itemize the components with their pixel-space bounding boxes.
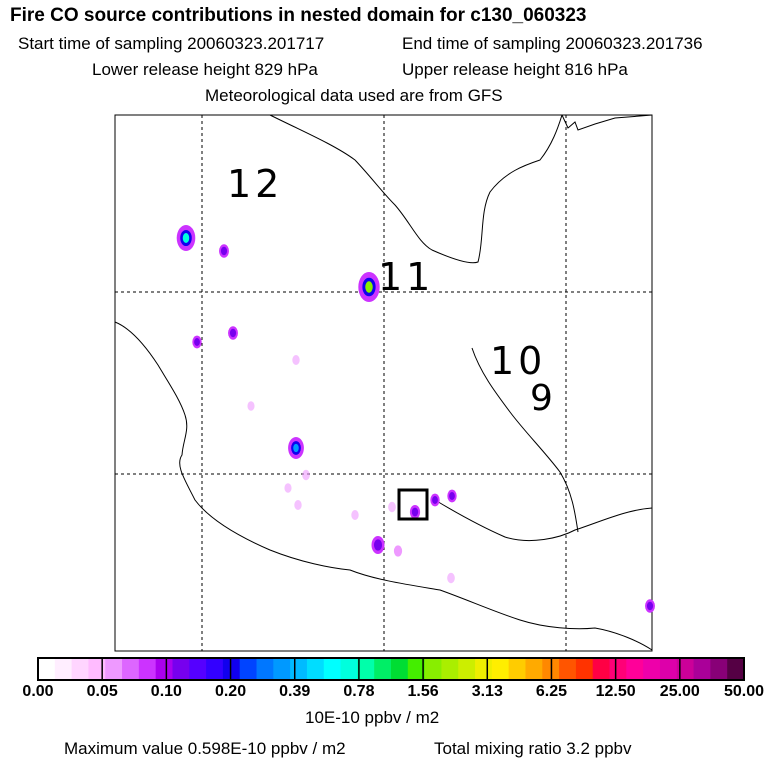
zone-label-10: 10: [490, 339, 546, 383]
hotspot-core: [220, 246, 228, 256]
colorbar-tick-label: 0.05: [86, 683, 118, 700]
colorbar-cell: [105, 658, 123, 680]
hotspot: [247, 401, 255, 411]
colorbar-tick-label: 1.56: [407, 683, 439, 700]
colorbar-cell: [273, 658, 291, 680]
colorbar-cell: [239, 658, 258, 680]
hotspot-core: [646, 601, 654, 611]
colorbar-tick-label: 0.78: [343, 683, 375, 700]
colorbar-cell: [357, 658, 375, 680]
colorbar-cell: [676, 658, 695, 680]
hotspot: [292, 355, 300, 365]
colorbar-cell: [475, 658, 493, 680]
hotspot-core: [229, 328, 237, 338]
coastline: [114, 114, 653, 651]
colorbar-cell: [88, 658, 106, 680]
colorbar-cell: [626, 658, 644, 680]
colorbar-cell: [508, 658, 527, 680]
hotspot-core: [411, 507, 419, 517]
hotspot: [284, 483, 292, 493]
zone-label-12: 12: [227, 162, 283, 206]
met-data-label: Meteorological data used are from GFS: [205, 86, 503, 105]
hotspot-core: [373, 539, 383, 551]
hotspot-layer: [176, 225, 655, 613]
sampling-location-marker: [397, 488, 429, 521]
colorbar-cell: [256, 658, 274, 680]
colorbar-cell: [155, 658, 174, 680]
figure-title: Fire CO source contributions in nested d…: [10, 5, 587, 26]
start-time-label: Start time of sampling 20060323.201717: [18, 34, 325, 53]
hotspot-peak: [365, 281, 373, 293]
colorbar-cell: [525, 658, 543, 680]
upper-release-label: Upper release height 816 hPa: [402, 60, 628, 79]
colorbar-cell: [659, 658, 678, 680]
colorbar-cell: [391, 658, 409, 680]
colorbar-tick-label: 0.10: [150, 683, 182, 700]
hotspot: [351, 510, 359, 520]
total-mixing-ratio-label: Total mixing ratio 3.2 ppbv: [434, 739, 632, 758]
colorbar-cell: [306, 658, 325, 680]
lower-release-label: Lower release height 829 hPa: [92, 60, 318, 79]
colorbar-cell: [441, 658, 459, 680]
colorbar-cell: [122, 658, 140, 680]
colorbar-cell: [54, 658, 73, 680]
hotspot: [302, 469, 310, 481]
colorbar-cell: [323, 658, 342, 680]
zone-label-9: 9: [530, 378, 553, 419]
grid-lines: [115, 115, 652, 651]
hotspot: [393, 545, 403, 557]
colorbar-cell: [290, 658, 308, 680]
colorbar-tick-label: 0.20: [214, 683, 247, 700]
end-time-label: End time of sampling 20060323.201736: [402, 34, 703, 53]
colorbar-tick-label: 0.00: [22, 683, 54, 700]
colorbar-cell: [189, 658, 207, 680]
hotspot-core: [194, 338, 200, 346]
colorbar-cell: [458, 658, 476, 680]
hotspot: [447, 572, 455, 584]
colorbar-tick-label: 12.50: [595, 683, 636, 700]
hotspot: [388, 501, 396, 513]
hotspot: [294, 500, 302, 510]
colorbar-cell: [71, 658, 90, 680]
colorbar-cell: [693, 658, 711, 680]
colorbar-cell: [206, 658, 224, 680]
colorbar-cell: [592, 658, 611, 680]
colorbar-cell: [172, 658, 190, 680]
colorbar-cell: [138, 658, 157, 680]
colorbar-tick-label: 3.13: [471, 683, 503, 700]
colorbar-cell: [340, 658, 358, 680]
colorbar-cell: [374, 658, 392, 680]
colorbar-units: 10E-10 ppbv / m2: [305, 708, 440, 727]
maximum-value-label: Maximum value 0.598E-10 ppbv / m2: [64, 739, 346, 758]
colorbar-cell: [491, 658, 510, 680]
colorbar-cell: [38, 658, 56, 680]
hotspot-core: [449, 492, 455, 500]
colorbar-cells: [38, 658, 745, 680]
colorbar-tick-marks: [37, 658, 745, 680]
hotspot-core: [432, 496, 438, 504]
colorbar-cell: [710, 658, 728, 680]
colorbar-cell: [643, 658, 661, 680]
colorbar-tick-label: 50.00: [723, 683, 765, 700]
colorbar-cell: [727, 658, 745, 680]
colorbar-tick-label: 6.25: [535, 683, 568, 700]
hotspot-peak: [182, 233, 190, 243]
colorbar-cell: [559, 658, 577, 680]
colorbar-tick-label: 0.39: [279, 683, 311, 700]
colorbar-cell: [407, 658, 426, 680]
zone-label-11: 11: [378, 255, 434, 299]
colorbar-cell: [575, 658, 594, 680]
colorbar-cell: [424, 658, 443, 680]
colorbar-cell: [222, 658, 241, 680]
colorbar-tick-label: 25.00: [659, 683, 700, 700]
hotspot-peak: [293, 443, 299, 453]
colorbar-cell: [609, 658, 627, 680]
